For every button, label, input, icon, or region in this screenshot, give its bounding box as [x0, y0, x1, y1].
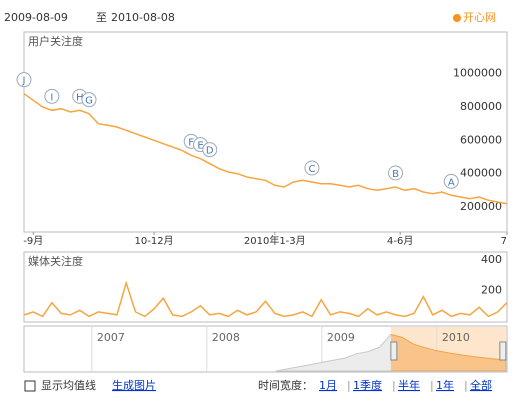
annotation-label[interactable]: G: [85, 96, 93, 107]
width-option[interactable]: 1季度: [353, 378, 382, 392]
annotation-label[interactable]: D: [206, 146, 214, 157]
x-tick-label: 7: [501, 236, 507, 247]
annotation-flag[interactable]: [202, 142, 218, 158]
width-option[interactable]: 半年: [398, 378, 420, 392]
year-label: 2009: [327, 331, 355, 344]
image-link[interactable]: 生成图片: [112, 378, 156, 392]
year-label: 2008: [212, 331, 240, 344]
annotation-label[interactable]: A: [448, 177, 455, 188]
start-date: 2009-08-09: [4, 11, 68, 24]
y-tick-label: 600000: [460, 133, 502, 146]
selection-handle[interactable]: [390, 341, 398, 361]
x-tick-label: 2010年1-3月: [244, 234, 306, 247]
annotation-label[interactable]: C: [308, 164, 315, 175]
selection-handle[interactable]: [499, 341, 507, 361]
annotation-flag[interactable]: [81, 92, 97, 108]
annotation-flag[interactable]: [44, 88, 60, 104]
media-title: 媒体关注度: [28, 254, 83, 268]
y-tick-label: 1000000: [453, 67, 502, 80]
annotation-flag[interactable]: [304, 160, 320, 176]
y-tick-label: 400: [481, 253, 502, 266]
annotation-label[interactable]: H: [76, 92, 84, 103]
annotation-label[interactable]: J: [22, 76, 26, 87]
y-tick-label: 200: [481, 284, 502, 297]
annotation-flag[interactable]: [16, 72, 32, 88]
overview-area-selected: [390, 333, 506, 371]
series-line: [23, 93, 508, 205]
x-tick-label: 10-12月: [135, 235, 174, 247]
option-sep: |: [392, 379, 396, 392]
year-label: 2007: [97, 331, 125, 344]
checkbox-label[interactable]: 显示均值线: [41, 378, 96, 392]
annotation-label[interactable]: E: [197, 141, 203, 152]
option-sep: |: [430, 379, 434, 392]
year-label: 2010: [442, 331, 470, 344]
annotation-flag[interactable]: [443, 173, 459, 189]
y-tick-label: 400000: [460, 167, 502, 180]
overview-frame: [23, 325, 508, 373]
annotation-label[interactable]: B: [392, 169, 399, 180]
main-frame: [23, 31, 508, 233]
width-option[interactable]: 1年: [436, 378, 454, 392]
end-date: 2010-08-08: [111, 11, 175, 24]
option-sep: |: [347, 379, 351, 392]
width-option[interactable]: 1月: [319, 379, 337, 392]
series-line: [23, 280, 508, 318]
annotation-label[interactable]: F: [188, 137, 194, 148]
width-label: 时间宽度：: [258, 378, 313, 392]
date-sep: 至: [96, 11, 107, 24]
annotation-flag[interactable]: [388, 165, 404, 181]
checkbox[interactable]: [24, 380, 36, 392]
x-tick-label: -9月: [23, 235, 43, 247]
width-option[interactable]: 全部: [470, 378, 492, 392]
y-tick-label: 800000: [460, 100, 502, 113]
annotation-label[interactable]: I: [50, 92, 53, 103]
keyword: 开心网: [463, 11, 496, 24]
media-frame: [23, 251, 508, 323]
keyword-dot: [453, 14, 461, 22]
x-tick-label: 4-6月: [387, 235, 413, 247]
main-title: 用户关注度: [28, 34, 83, 48]
y-tick-label: 200000: [460, 200, 502, 213]
option-sep: |: [464, 379, 468, 392]
